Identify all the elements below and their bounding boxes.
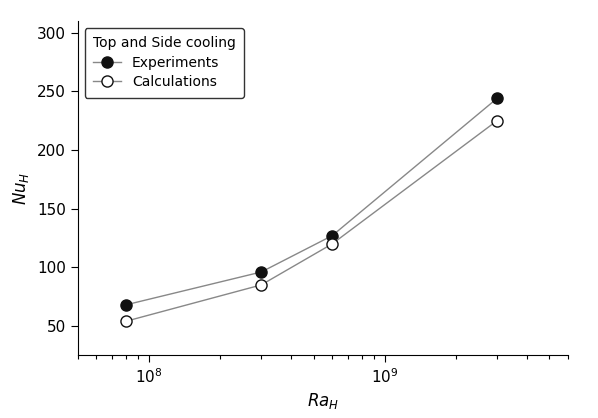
Calculations <box>123 319 130 324</box>
Experiments <box>493 96 501 101</box>
Experiments <box>123 302 130 307</box>
Y-axis label: $\mathit{Nu}_H$: $\mathit{Nu}_H$ <box>11 171 31 205</box>
Experiments <box>258 270 265 275</box>
Calculations <box>258 283 265 288</box>
Calculations <box>493 118 501 123</box>
Experiments <box>329 233 336 238</box>
Legend: Experiments, Calculations: Experiments, Calculations <box>85 28 244 98</box>
Line: Calculations: Calculations <box>120 115 503 327</box>
Calculations <box>329 241 336 246</box>
X-axis label: $\mathit{Ra}_H$: $\mathit{Ra}_H$ <box>307 391 339 411</box>
Line: Experiments: Experiments <box>120 93 503 311</box>
